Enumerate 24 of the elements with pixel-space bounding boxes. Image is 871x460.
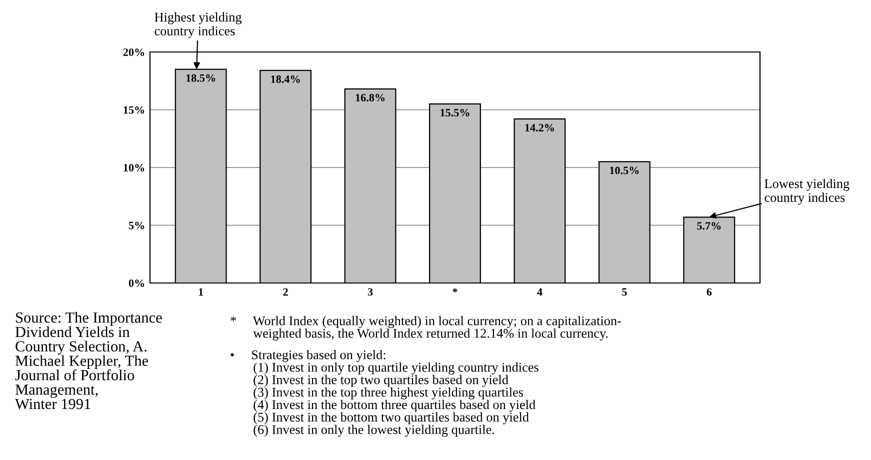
y-tick-label: 15%: [124, 106, 144, 114]
data-label: 16.8%: [356, 94, 385, 102]
x-tick-label: *: [452, 288, 458, 292]
data-label: 5.7%: [697, 222, 721, 230]
text: • Strategies based on yield: (1) Invest in only top quartile yielding country indices (2) Invest in the top two quartiles based on yield (3) Invest in the top three highest yielding quartiles (4) Invest in the bottom three quartiles based on yield (5) Invest in the bottom two quartiles based on yield (6) Invest in only the lowest yielding quartile.: [230, 350, 538, 437]
x-tick-label: 3: [368, 288, 373, 296]
x-tick-label: 2: [283, 288, 288, 296]
y-tick-label: 10%: [124, 164, 144, 172]
y-tick-label: 20%: [123, 48, 144, 56]
x-tick-label: 1: [198, 288, 204, 296]
x-tick-label: 4: [537, 288, 542, 296]
data-label: 14.2%: [525, 124, 554, 132]
annotation: Highest yielding country indices: [154, 12, 242, 38]
annotation: Lowest yielding country indices: [764, 178, 850, 205]
text: * World Index (equally weighted) in local currency; on a capitalization- weighted basis, the World Index returned 12.14% in local currency.: [230, 316, 621, 340]
data-label: 15.5%: [440, 108, 470, 116]
source-note: Source: The Importance Dividend Yields in Country Selection, A. Michael Keppler, The Journal of Portfolio Management, Winter 1991: [15, 312, 162, 410]
data-label: 10.5%: [610, 166, 639, 174]
data-label: 18.4%: [271, 75, 300, 83]
x-tick-label: 6: [706, 288, 712, 296]
y-tick-label: 5%: [128, 222, 144, 230]
y-tick-label: 0%: [128, 279, 144, 287]
x-tick-label: 5: [622, 288, 627, 296]
data-label: 18.5%: [186, 74, 216, 82]
